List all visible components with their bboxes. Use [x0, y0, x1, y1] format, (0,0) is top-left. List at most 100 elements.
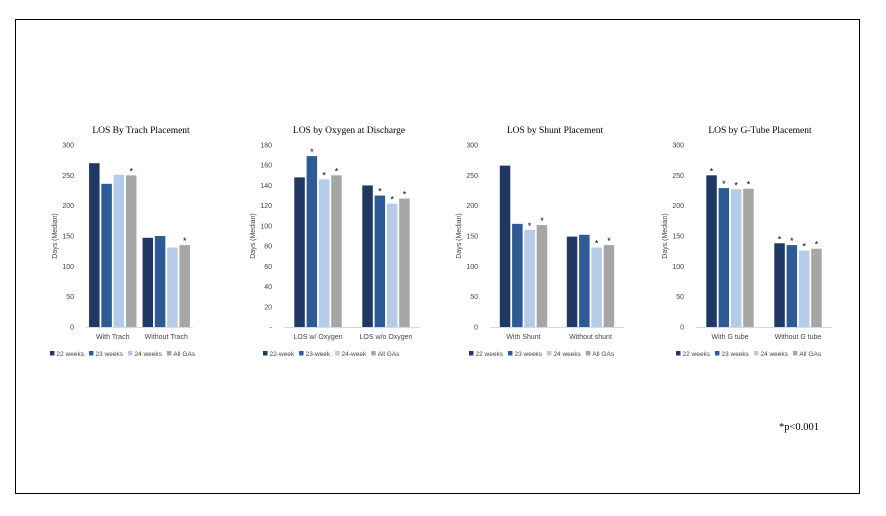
significance-footnote: *p<0.001	[779, 422, 820, 433]
bar-22-weeks	[499, 165, 511, 327]
bar-all-gas	[125, 175, 137, 327]
bar-23-weeks	[512, 223, 523, 327]
legend-label: 22 weeks	[57, 351, 85, 358]
y-tick-label: 150	[466, 234, 478, 241]
legend-swatch	[714, 351, 720, 356]
bar-23-weeks	[718, 188, 730, 327]
legend-swatch	[166, 351, 172, 356]
y-tick-label: 50	[470, 294, 478, 301]
y-axis-label: Days (Median)	[52, 213, 59, 259]
x-category-label: Without shunt	[569, 334, 612, 341]
bar-24-weeks	[798, 250, 810, 327]
bar-all-gas	[811, 248, 822, 327]
y-tick-label: 0	[680, 325, 684, 332]
significance-star: *	[802, 242, 806, 252]
legend-label: 22 weeks	[683, 351, 711, 358]
significance-star: *	[607, 236, 611, 246]
legend-label: 23 weeks	[721, 351, 749, 358]
legend-swatch	[507, 351, 513, 356]
legend-label: 24 weeks	[134, 351, 162, 358]
bar-all-gas	[743, 188, 754, 327]
slide-frame	[15, 19, 860, 494]
x-category-label: Without Trach	[145, 334, 188, 341]
significance-star: *	[528, 221, 532, 231]
y-tick-label: 300	[62, 143, 74, 150]
significance-star: *	[747, 180, 751, 190]
significance-star: *	[390, 195, 394, 205]
x-category-label: Without G tube	[775, 334, 822, 341]
y-tick-label: 250	[62, 173, 74, 180]
bar-all-gas	[399, 198, 410, 327]
y-tick-label: 100	[62, 264, 74, 271]
x-category-label: LOS w/o Oxygen	[360, 334, 413, 341]
chart-2: LOS by Oxygen at Discharge - 20 40 60 80 100 12…	[250, 126, 420, 358]
legend-label: All GAs	[799, 351, 821, 358]
chart-1: LOS By Trach Placement 0 50 100 150 200 250 300…	[50, 126, 196, 358]
y-axis-label: Days (Median)	[250, 213, 257, 259]
y-tick-label: 180	[260, 143, 272, 150]
y-tick-label: 300	[466, 143, 478, 150]
legend-swatch	[792, 351, 798, 356]
significance-star: *	[335, 166, 339, 176]
legend-swatch	[335, 351, 340, 356]
x-category-label: With Shunt	[506, 334, 540, 341]
legend-swatch	[88, 351, 94, 356]
chart-4: LOS by G-Tube Placement 0 50 100 150 200 250 30…	[662, 126, 832, 358]
legend-swatch	[676, 351, 681, 356]
bar-23-weeks	[154, 236, 166, 327]
significance-star: *	[595, 239, 599, 249]
legend-swatch	[263, 351, 268, 356]
y-tick-label: 100	[260, 223, 272, 230]
significance-star: *	[322, 170, 326, 180]
legend-swatch	[546, 351, 552, 356]
bar-23-week	[374, 195, 386, 327]
bar-23-week	[306, 156, 318, 327]
significance-star: *	[815, 240, 819, 250]
y-tick-label: 150	[62, 234, 74, 241]
bar-24-weeks	[591, 247, 602, 327]
significance-star: *	[403, 190, 407, 200]
legend-label: 24 weeks	[553, 351, 581, 358]
bar-22-week	[294, 177, 305, 327]
chart-title: LOS by G-Tube Placement	[708, 126, 812, 136]
x-category-label: With Trach	[96, 334, 130, 341]
legend-swatch	[299, 351, 304, 356]
legend-label: 24 weeks	[760, 351, 788, 358]
y-tick-label: 60	[264, 264, 272, 271]
bar-24-weeks	[524, 229, 535, 327]
legend-swatch	[585, 351, 591, 356]
y-tick-label: 20	[264, 304, 272, 311]
legend-label: 23 weeks	[95, 351, 123, 358]
significance-star: *	[734, 180, 738, 190]
bar-24-weeks	[167, 247, 178, 327]
y-tick-label: 300	[672, 143, 684, 150]
bar-22-weeks	[142, 237, 154, 327]
y-tick-label: 250	[466, 173, 478, 180]
y-tick-label: 0	[474, 325, 478, 332]
bar-24-weeks	[730, 189, 742, 327]
y-tick-label: 80	[264, 244, 272, 251]
legend-swatch	[469, 351, 474, 356]
legend-label: All GAs	[378, 351, 400, 358]
legend-label: All GAs	[173, 351, 195, 358]
chart-title: LOS by Shunt Placement	[507, 126, 604, 136]
legend-label: 23 weeks	[514, 351, 542, 358]
legend-label: 22 weeks	[476, 351, 504, 358]
significance-star: *	[722, 179, 726, 189]
y-tick-label: -	[270, 325, 273, 332]
significance-star: *	[378, 187, 382, 197]
x-category-label: LOS w/ Oxygen	[293, 334, 342, 341]
legend-swatch	[127, 351, 133, 356]
chart-title: LOS by Oxygen at Discharge	[293, 126, 405, 136]
y-axis-label: Days (Median)	[456, 213, 463, 259]
bar-22-weeks	[89, 163, 100, 327]
legend-swatch	[50, 351, 55, 356]
bar-all-gas	[331, 175, 342, 327]
y-tick-label: 200	[466, 203, 478, 210]
bar-24-weeks	[113, 174, 125, 327]
y-tick-label: 200	[672, 203, 684, 210]
y-axis-label: Days (Median)	[662, 213, 669, 259]
legend-label: 22-week	[270, 351, 295, 358]
y-tick-label: 50	[66, 294, 74, 301]
